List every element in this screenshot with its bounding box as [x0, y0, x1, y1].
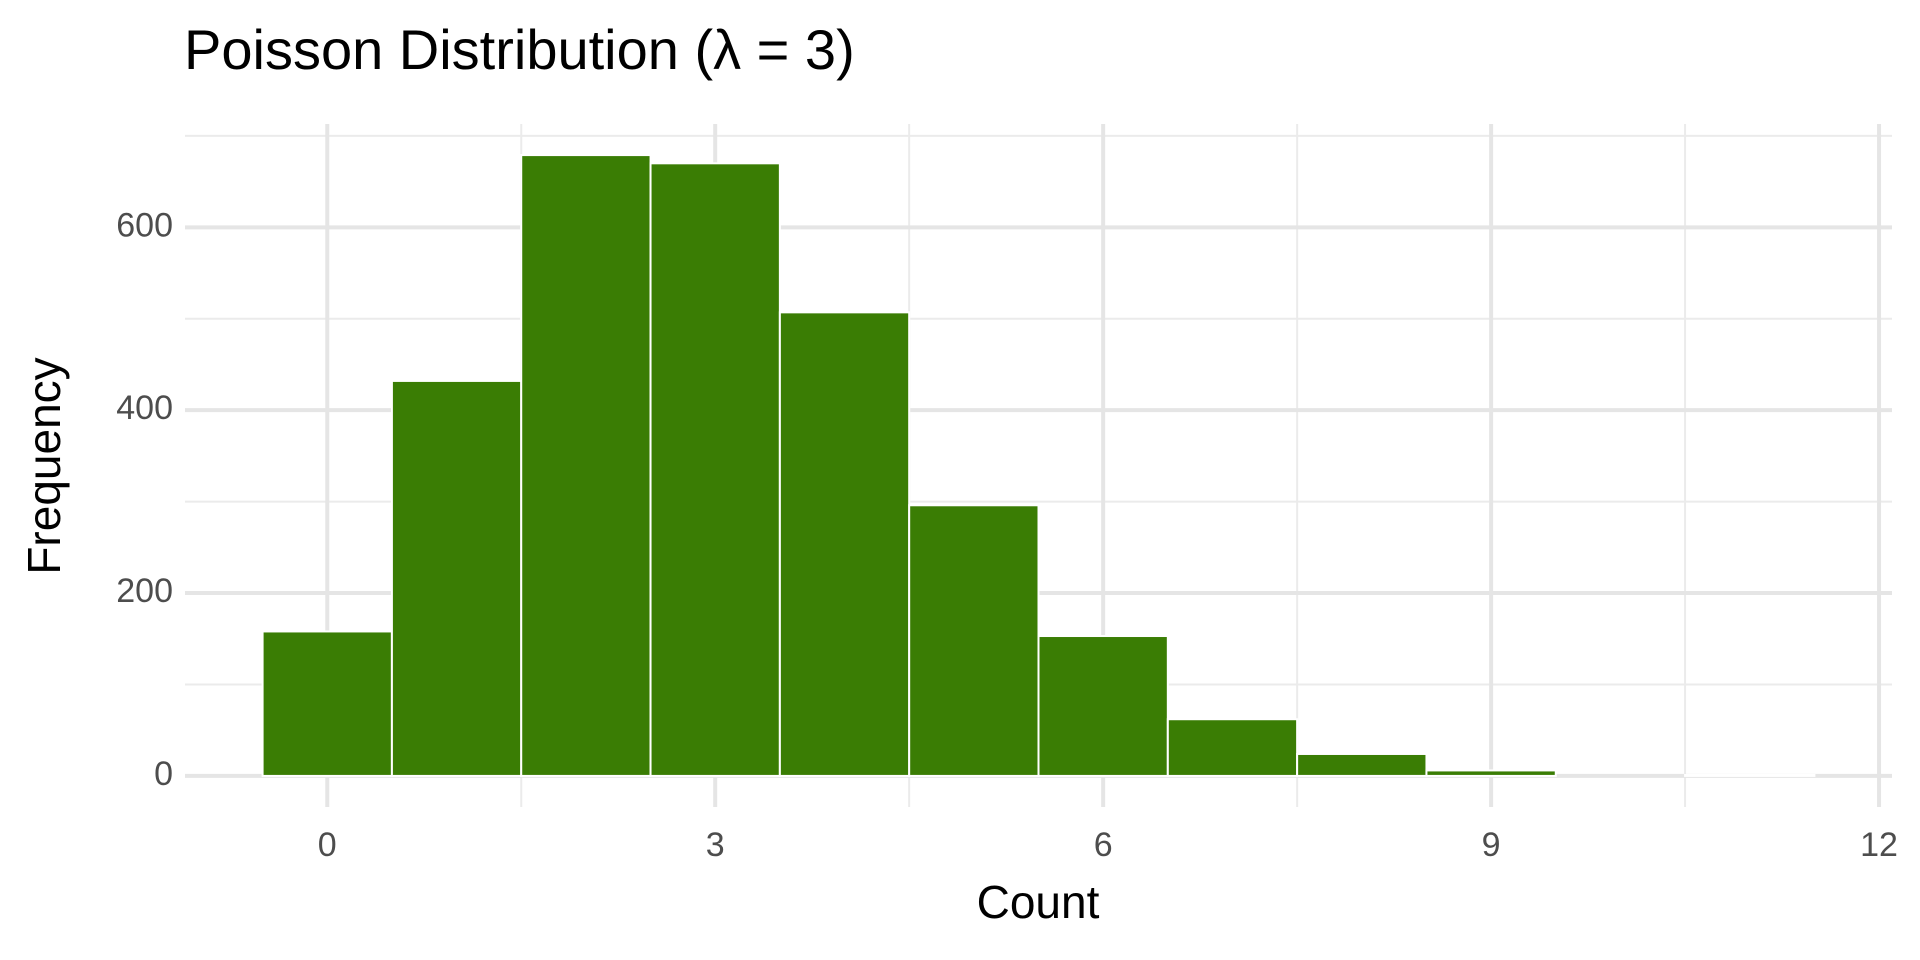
bar	[778, 311, 911, 777]
y-tick-label: 200	[116, 572, 173, 610]
y-tick-label: 400	[116, 389, 173, 427]
x-tick-label: 9	[1482, 826, 1501, 864]
x-tick-label: 6	[1094, 826, 1113, 864]
bar	[649, 162, 781, 777]
bar	[1037, 635, 1169, 777]
y-tick-label: 0	[154, 755, 173, 793]
x-tick-label: 12	[1860, 826, 1898, 864]
chart-title: Poisson Distribution (λ = 3)	[184, 18, 855, 81]
x-tick-label: 0	[318, 826, 337, 864]
bar	[1166, 718, 1299, 777]
bar	[520, 154, 652, 777]
bar	[1296, 752, 1428, 777]
bar	[908, 504, 1040, 777]
bar	[261, 630, 393, 777]
bar	[390, 379, 523, 777]
bar	[1425, 769, 1557, 777]
y-axis-title: Frequency	[18, 357, 70, 574]
x-axis-title: Count	[977, 876, 1100, 928]
y-tick-label: 600	[116, 206, 173, 244]
x-tick-label: 3	[706, 826, 725, 864]
bar	[1684, 773, 1816, 777]
